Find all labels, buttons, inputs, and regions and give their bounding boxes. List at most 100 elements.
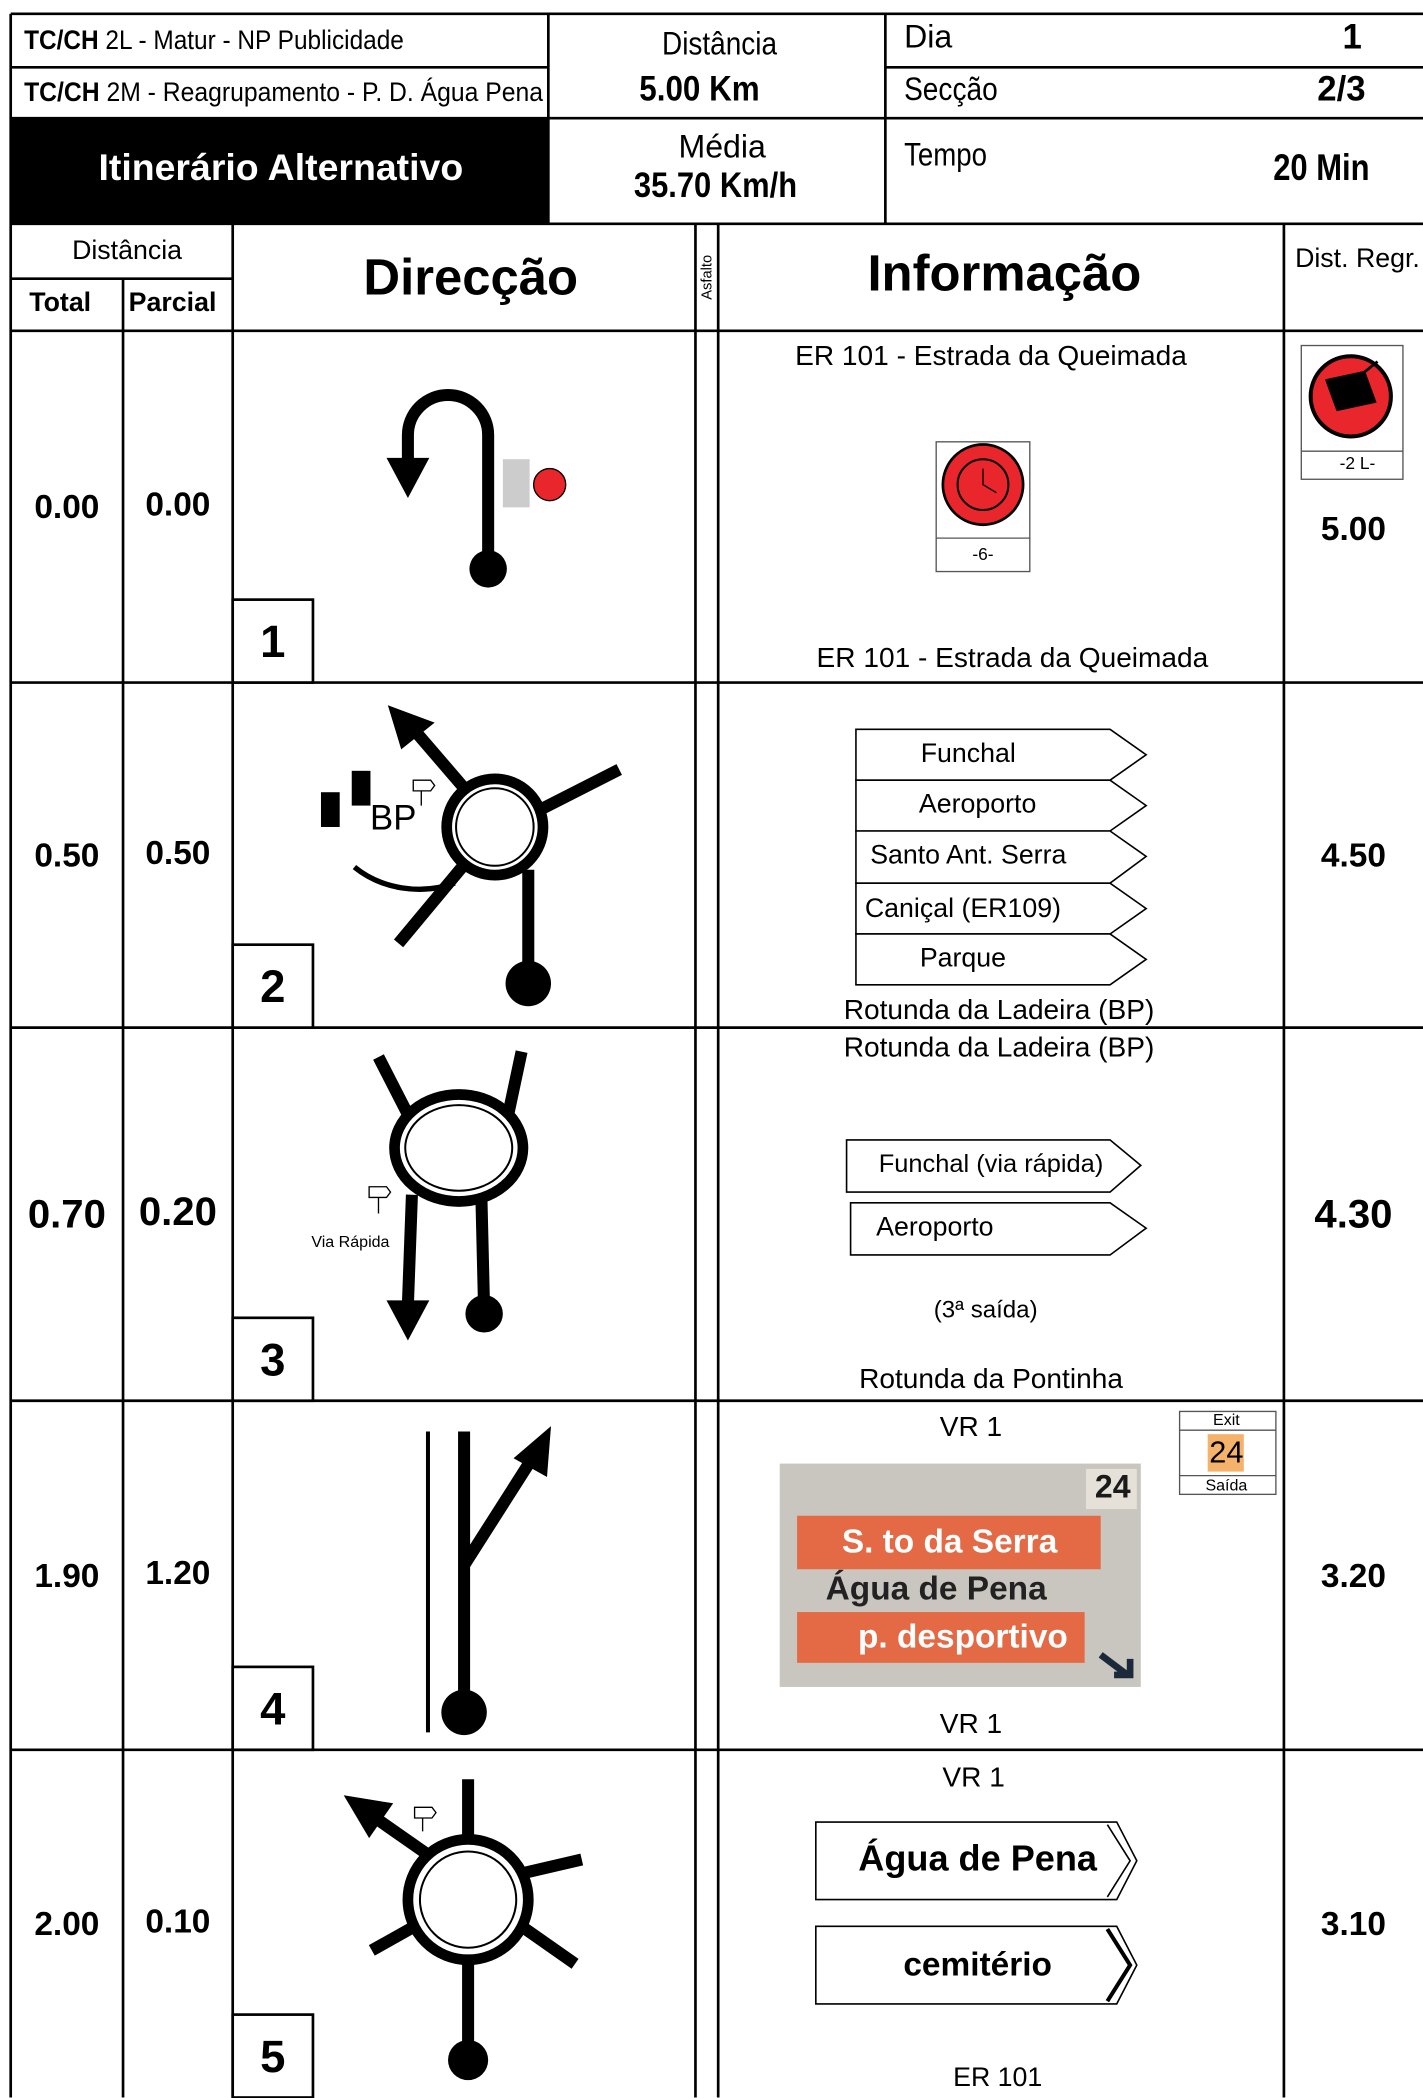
shape xyxy=(441,1689,487,1736)
step-box xyxy=(231,1665,315,1752)
exit-number: 24 xyxy=(1209,1434,1243,1469)
sign xyxy=(849,1201,1148,1256)
info: VR 1 xyxy=(940,1411,1002,1442)
shape xyxy=(320,792,340,827)
shape xyxy=(413,1806,437,1832)
shape xyxy=(343,1795,394,1839)
step-number: 1 xyxy=(260,616,285,667)
exit-label: Saída xyxy=(1205,1477,1247,1495)
shape xyxy=(855,882,1148,935)
info: Rotunda da Ladeira (BP) xyxy=(844,994,1155,1025)
label: Dia xyxy=(904,19,952,55)
shape xyxy=(458,1431,538,1713)
banner xyxy=(10,118,549,224)
sign-text: Funchal (via rápida) xyxy=(879,1150,1104,1178)
diagram-4 xyxy=(425,1426,552,1736)
total: 0.70 xyxy=(28,1191,106,1236)
icon-label: -2 L- xyxy=(1340,453,1376,473)
exit-label: Exit xyxy=(1213,1411,1240,1429)
shape xyxy=(368,1186,392,1214)
shape xyxy=(1085,1468,1137,1510)
col-head: Total xyxy=(29,287,91,317)
header-grid xyxy=(9,12,1423,2098)
photo-text: S. to da Serra xyxy=(842,1524,1058,1561)
step-number: 3 xyxy=(260,1334,285,1385)
diagram-3 xyxy=(368,1050,529,1341)
shape xyxy=(386,1300,430,1341)
shape xyxy=(505,960,552,1007)
total: 0.50 xyxy=(34,838,99,875)
sign-text: cemitério xyxy=(903,1946,1052,1983)
label: Tempo xyxy=(904,136,987,172)
shape xyxy=(441,773,549,881)
shape xyxy=(513,1426,552,1477)
road xyxy=(401,389,495,569)
shape xyxy=(418,1850,518,1949)
dist-regr: 5.00 xyxy=(1321,511,1386,548)
shape xyxy=(455,787,535,867)
value: 35.70 Km/h xyxy=(634,167,797,205)
shape xyxy=(815,1824,1138,2005)
icon xyxy=(982,468,997,494)
shape xyxy=(797,1515,1101,1570)
value: 20 Min xyxy=(1273,146,1369,188)
info: ER 101 - Estrada da Queimada xyxy=(795,340,1187,371)
step-box xyxy=(231,943,315,1029)
shape xyxy=(351,770,371,806)
info: Rotunda da Ladeira (BP) xyxy=(844,1031,1155,1062)
shape xyxy=(389,1089,529,1207)
flag xyxy=(1324,360,1379,412)
photo-text: 24 xyxy=(1095,1468,1131,1504)
sign-text: Parque xyxy=(920,942,1006,972)
info: Rotunda da Pontinha xyxy=(859,1363,1123,1394)
shape xyxy=(387,705,435,750)
shape xyxy=(855,779,1148,832)
step-number: 2 xyxy=(260,961,285,1012)
diagram-2 xyxy=(320,705,622,1007)
col-head: Parcial xyxy=(129,287,217,317)
shape xyxy=(364,1779,584,2061)
photo-text: Água de Pena xyxy=(826,1569,1047,1607)
total: 0.00 xyxy=(34,489,99,526)
value: 2/3 xyxy=(1317,71,1365,109)
sign-text: Aeroporto xyxy=(919,789,1036,819)
control xyxy=(532,467,567,502)
stage: 2L - Matur - NP Publicidade xyxy=(99,25,404,55)
shape xyxy=(855,830,1148,884)
info: ER 101 xyxy=(953,2062,1042,2092)
shape xyxy=(797,1612,1085,1663)
shape xyxy=(412,779,436,806)
signs xyxy=(855,728,1148,986)
shape xyxy=(855,933,1148,986)
total: 2.00 xyxy=(34,1906,99,1943)
partial: 1.20 xyxy=(145,1555,210,1592)
col-head: Asfalto xyxy=(699,255,715,300)
step-box xyxy=(231,598,315,684)
stage: 2M - Reagrupamento - P. D. Água Pena xyxy=(100,77,543,107)
shape xyxy=(404,1104,514,1192)
sign-text: Funchal xyxy=(921,738,1016,768)
dist-regr: 3.10 xyxy=(1321,1906,1386,1943)
col-head: Distância xyxy=(72,235,182,265)
sign-text: Santo Ant. Serra xyxy=(870,839,1066,869)
step-number: 5 xyxy=(260,2031,285,2082)
col-head: Dist. Regr. xyxy=(1295,243,1420,273)
step-number: 4 xyxy=(260,1683,286,1734)
note: (3ª saída) xyxy=(934,1296,1038,1323)
diagram-1 xyxy=(386,389,567,588)
header-line-2: TC/CH 2M - Reagrupamento - P. D. Água Pe… xyxy=(24,77,543,107)
marker xyxy=(502,459,530,508)
shape xyxy=(465,1295,503,1333)
sign-text: Aeroporto xyxy=(876,1211,993,1241)
diagram-label: BP xyxy=(370,799,416,837)
partial: 0.50 xyxy=(145,835,210,872)
label: Média xyxy=(679,128,767,164)
dist-regr: 4.30 xyxy=(1314,1191,1392,1236)
code: TC/CH xyxy=(24,77,100,107)
total: 1.90 xyxy=(34,1558,99,1595)
sign xyxy=(845,1139,1143,1193)
step-box xyxy=(231,2013,315,2098)
code: TC/CH xyxy=(24,25,99,55)
